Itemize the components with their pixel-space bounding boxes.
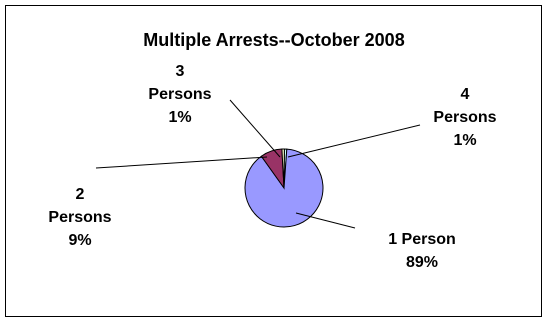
- leader-line-1-person: [295, 212, 356, 229]
- slice-label-line: 1%: [453, 132, 477, 149]
- slice-label-3-persons: 3 Persons 1%: [130, 60, 230, 129]
- chart-title: Multiple Arrests--October 2008: [143, 30, 405, 50]
- slice-label-line: 2: [75, 186, 85, 203]
- slice-label-line: 89%: [405, 254, 439, 271]
- slice-label-line: 1 Person: [388, 231, 456, 248]
- slice-label-4-persons: 4 Persons 1%: [415, 83, 515, 152]
- slice-label-line: Persons: [433, 109, 497, 126]
- slice-label-1-person: 1 Person 89%: [352, 228, 492, 274]
- leader-line-4-persons: [287, 124, 421, 158]
- slice-label-line: 9%: [68, 232, 92, 249]
- slice-label-line: Persons: [148, 86, 212, 103]
- leader-line-3-persons: [229, 99, 281, 158]
- slice-label-line: 3: [175, 63, 185, 80]
- slice-label-line: 1%: [168, 109, 192, 126]
- slice-label-2-persons: 2 Persons 9%: [30, 183, 130, 252]
- slice-label-line: 4: [460, 86, 470, 103]
- pie-slice-3-persons: [281, 148, 285, 189]
- slice-label-line: Persons: [48, 209, 112, 226]
- leader-line-2-persons: [95, 156, 268, 169]
